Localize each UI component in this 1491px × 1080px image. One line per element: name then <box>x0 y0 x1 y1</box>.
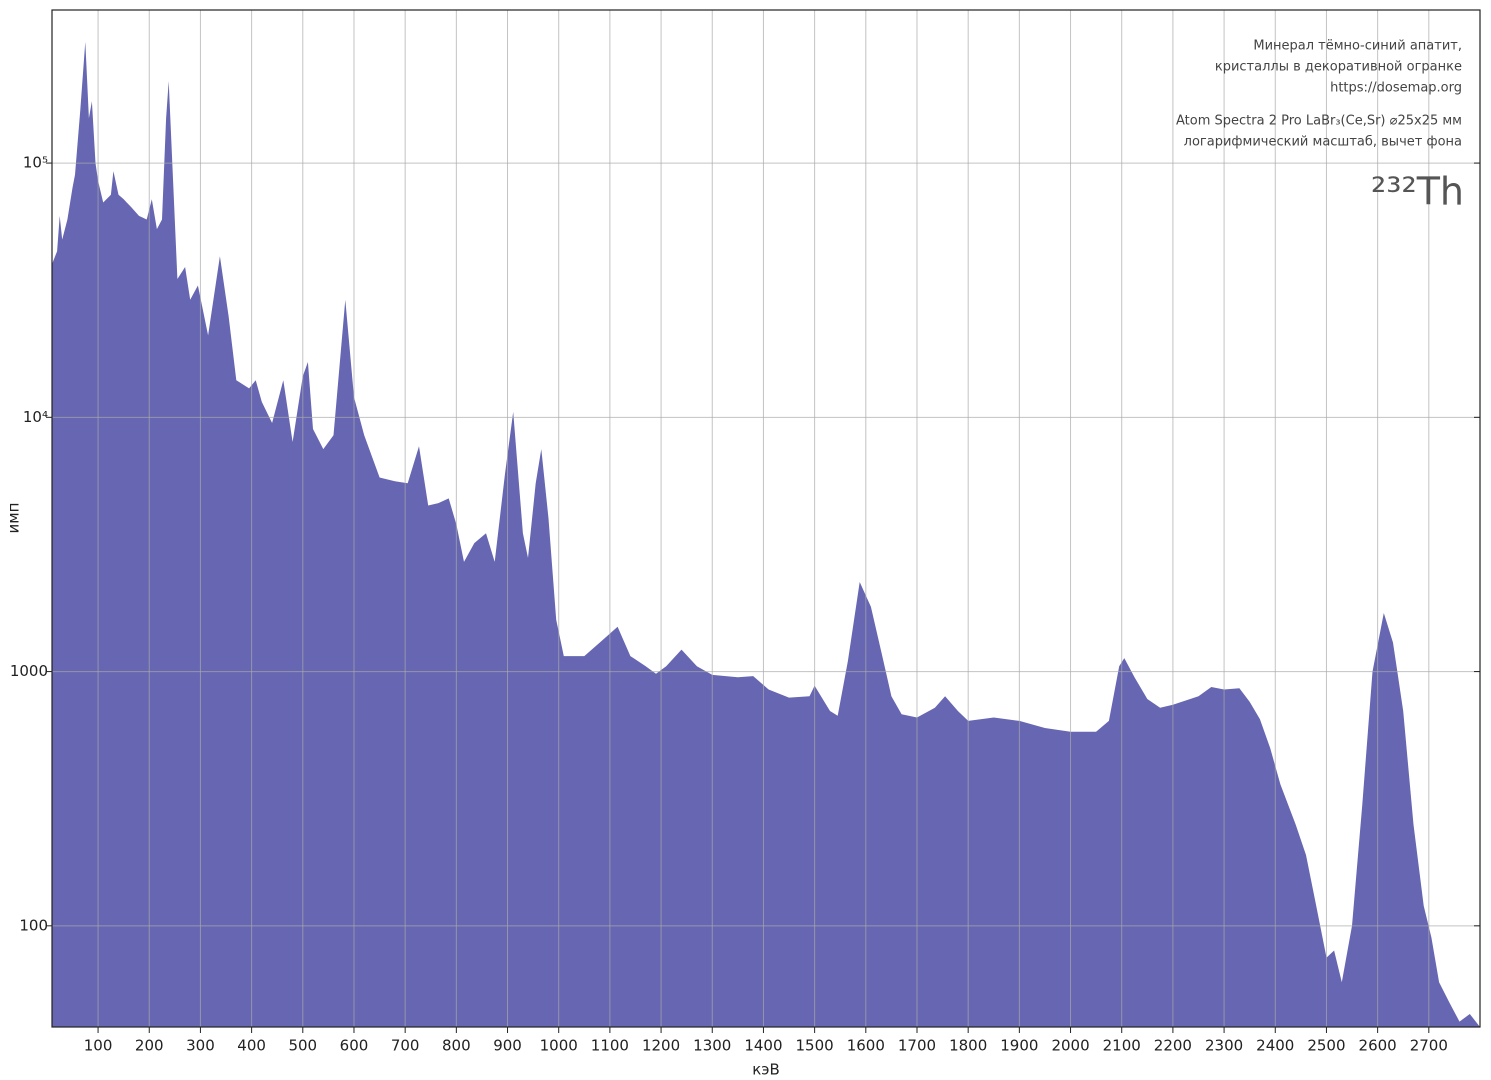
x-tick-label: 2600 <box>1359 1037 1397 1055</box>
x-tick-label: 2400 <box>1256 1037 1294 1055</box>
x-tick-label: 1500 <box>796 1037 834 1055</box>
x-axis-label: кэВ <box>752 1061 780 1079</box>
x-tick-label: 1100 <box>591 1037 629 1055</box>
annotation: Atom Spectra 2 Pro LaBr₃(Ce,Sr) ⌀25x25 м… <box>1176 114 1462 129</box>
x-tick-label: 1300 <box>693 1037 731 1055</box>
x-tick-label: 2200 <box>1154 1037 1192 1055</box>
x-tick-label: 1600 <box>847 1037 885 1055</box>
x-tick-label: 200 <box>135 1037 164 1055</box>
annotation: кристаллы в декоративной огранке <box>1215 60 1462 75</box>
y-axis-label: имп <box>5 503 23 534</box>
x-tick-label: 1200 <box>642 1037 680 1055</box>
annotation: логарифмический масштаб, вычет фона <box>1184 135 1462 150</box>
x-tick-label: 1800 <box>949 1037 987 1055</box>
y-tick-label: 10⁵ <box>23 154 48 172</box>
x-tick-label: 1000 <box>540 1037 578 1055</box>
x-tick-label: 800 <box>442 1037 471 1055</box>
y-tick-label: 100 <box>19 916 48 934</box>
x-tick-label: 1900 <box>1000 1037 1038 1055</box>
y-tick-label: 1000 <box>10 662 48 680</box>
x-tick-label: 1400 <box>744 1037 782 1055</box>
x-tick-label: 2300 <box>1205 1037 1243 1055</box>
x-tick-label: 2100 <box>1103 1037 1141 1055</box>
x-tick-label: 1700 <box>898 1037 936 1055</box>
annotation: https://dosemap.org <box>1330 81 1462 96</box>
x-tick-label: 400 <box>237 1037 266 1055</box>
x-tick-label: 2700 <box>1410 1037 1448 1055</box>
x-tick-label: 700 <box>391 1037 420 1055</box>
x-tick-label: 2000 <box>1051 1037 1089 1055</box>
isotope-label: ²³²Th <box>1371 170 1464 214</box>
x-tick-label: 300 <box>186 1037 215 1055</box>
x-tick-label: 500 <box>288 1037 317 1055</box>
y-tick-label: 10⁴ <box>23 408 48 426</box>
x-tick-label: 100 <box>84 1037 113 1055</box>
annotation: Минерал тёмно-синий апатит, <box>1253 39 1462 54</box>
x-tick-label: 2500 <box>1307 1037 1345 1055</box>
plot-frame <box>51 9 1481 1028</box>
spectrum-area <box>52 41 1480 1028</box>
x-tick-label: 900 <box>493 1037 522 1055</box>
x-tick-label: 600 <box>340 1037 369 1055</box>
